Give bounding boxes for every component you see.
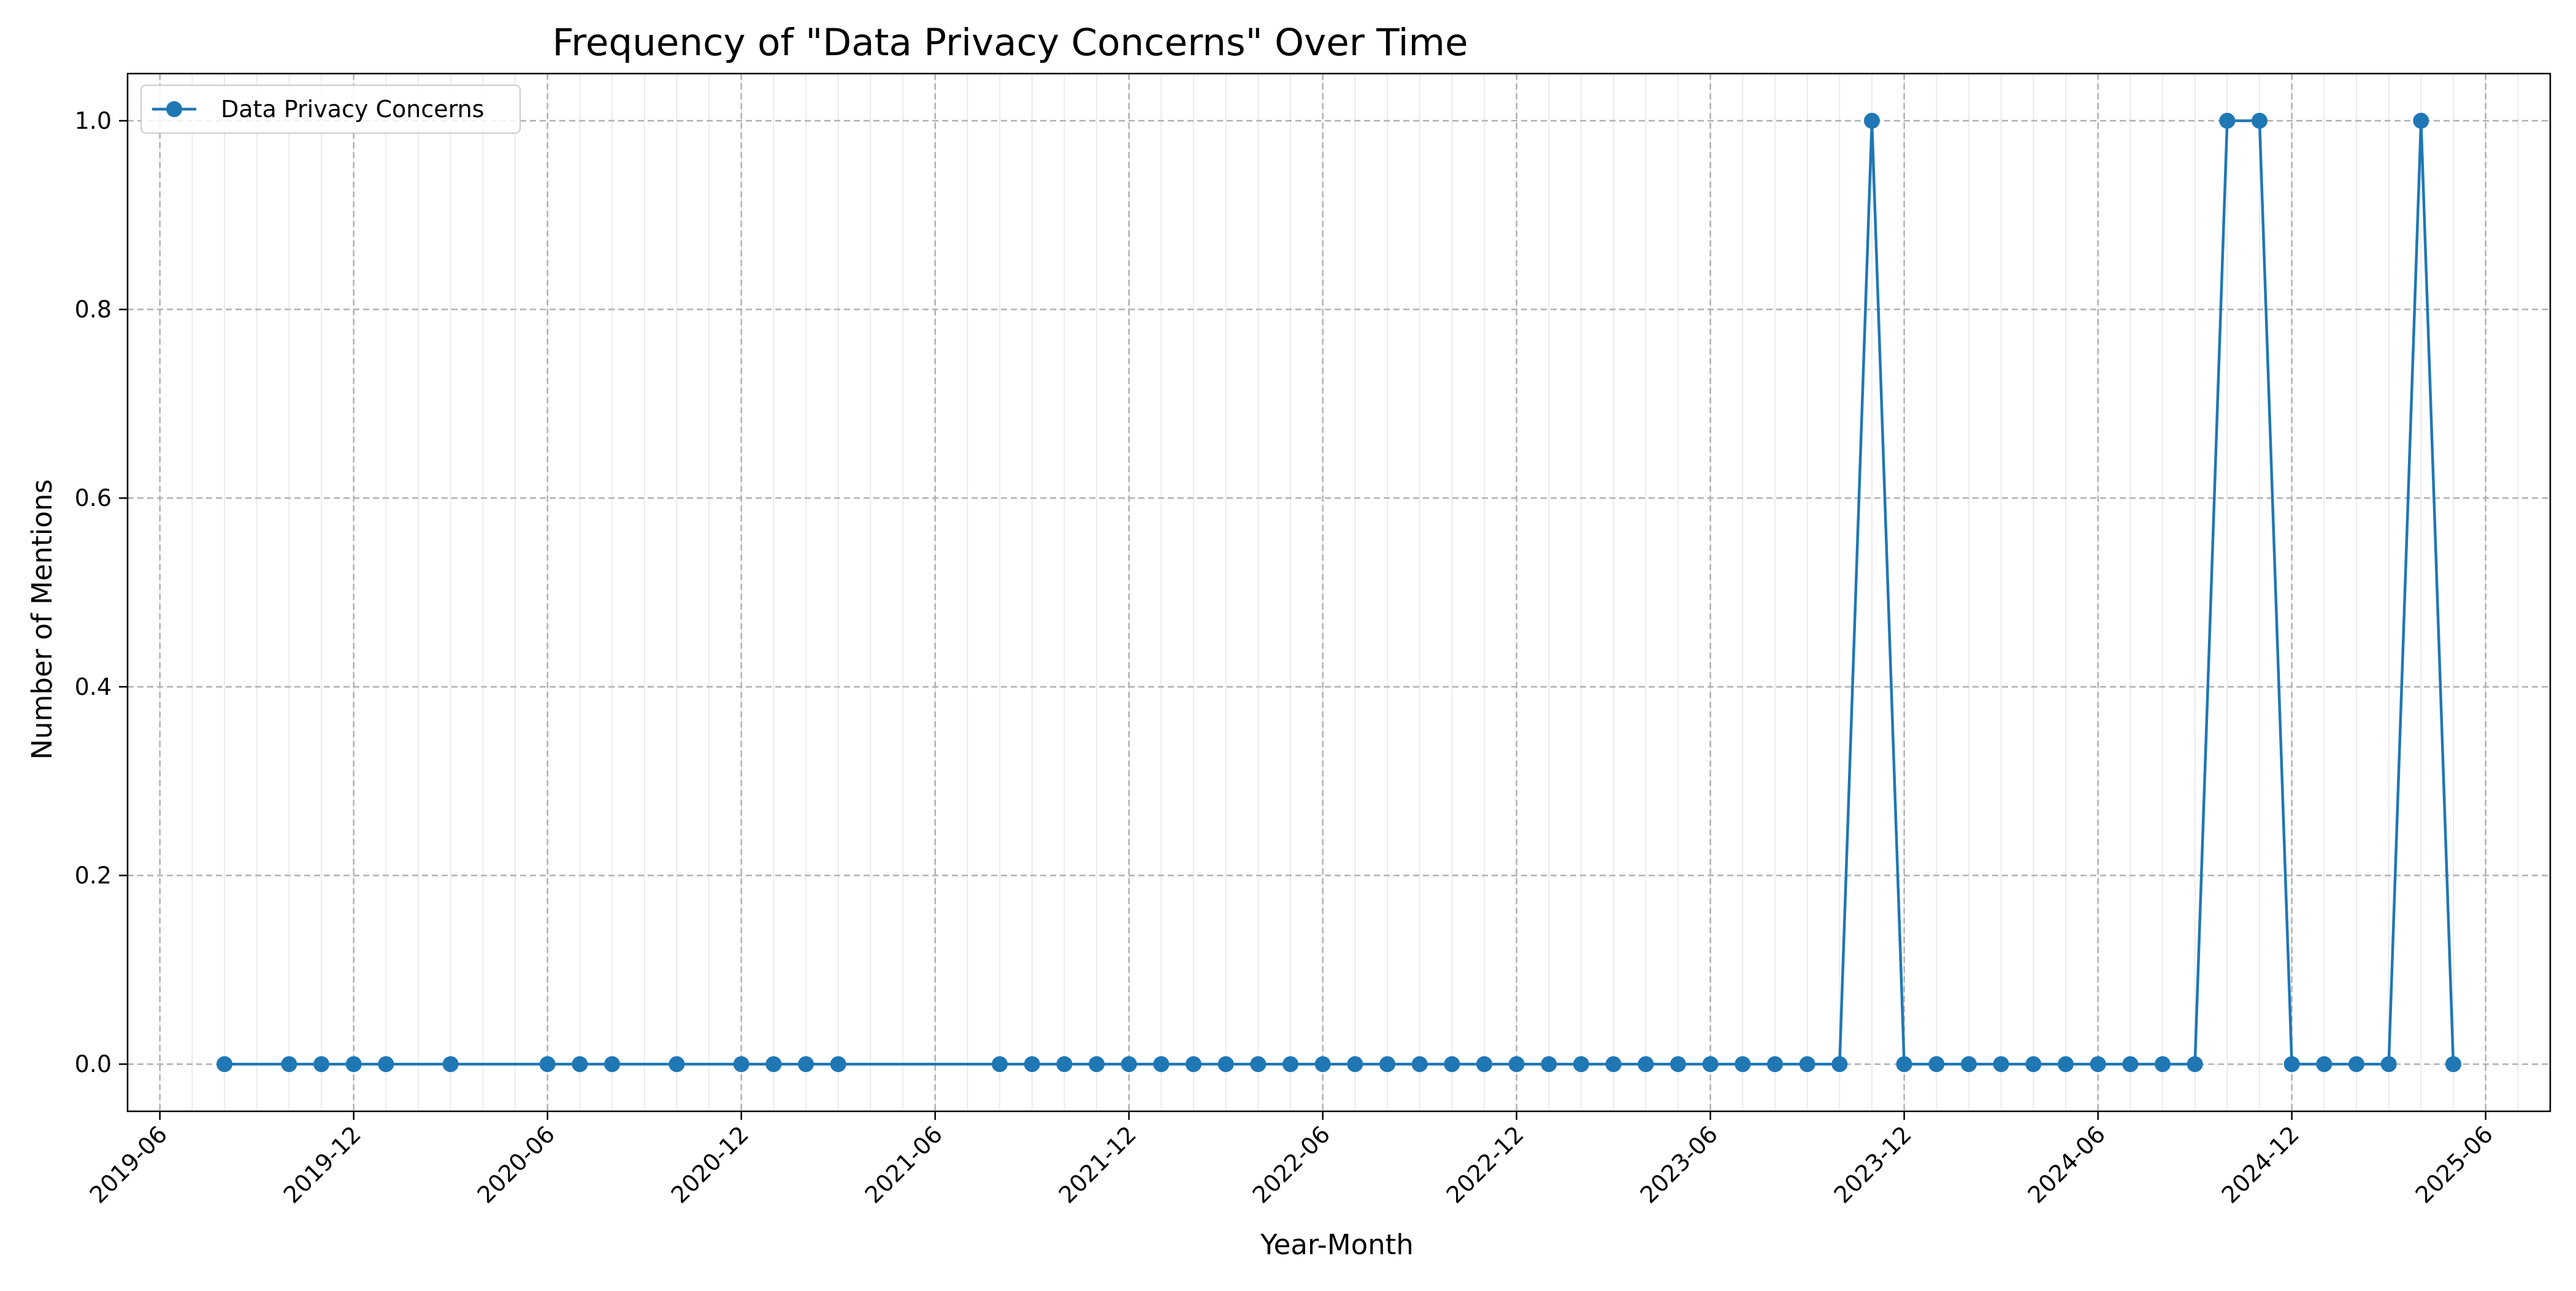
data-point (539, 1056, 556, 1073)
data-point (1961, 1056, 1977, 1073)
y-tick-label: 0.0 (75, 1051, 112, 1078)
legend: Data Privacy Concerns (140, 85, 521, 134)
data-point (1541, 1056, 1557, 1073)
chart-title: Frequency of "Data Privacy Concerns" Ove… (553, 21, 1468, 64)
data-point (1282, 1056, 1298, 1073)
data-point (2252, 112, 2267, 129)
data-point (1864, 112, 1880, 129)
y-axis-ticks: 0.0 0.2 0.4 0.6 0.8 1.0 (75, 107, 128, 1078)
data-point (1153, 1056, 1170, 1073)
data-point (1638, 1056, 1654, 1073)
data-point (2058, 1056, 2074, 1073)
data-point (1508, 1056, 1525, 1073)
data-point (1056, 1056, 1073, 1073)
data-point (669, 1056, 685, 1073)
data-point (1735, 1056, 1751, 1073)
y-tick-label: 0.4 (75, 673, 112, 700)
y-tick-label: 1.0 (75, 107, 112, 134)
data-point (2090, 1056, 2106, 1073)
data-point (2348, 1056, 2364, 1073)
data-point (1831, 1056, 1848, 1073)
data-point (313, 1056, 329, 1073)
data-point (1186, 1056, 1202, 1073)
data-point (992, 1056, 1008, 1073)
data-point (1379, 1056, 1395, 1073)
data-point (1670, 1056, 1686, 1073)
data-point (2187, 1056, 2203, 1073)
data-point (1896, 1056, 1912, 1073)
data-point (1767, 1056, 1783, 1073)
data-point (217, 1056, 232, 1073)
data-point (2413, 112, 2429, 129)
data-point (1573, 1056, 1589, 1073)
data-point (2445, 1056, 2461, 1073)
data-point (2380, 1056, 2397, 1073)
data-point (2025, 1056, 2042, 1073)
data-point (1250, 1056, 1267, 1073)
data-point (1024, 1056, 1040, 1073)
x-axis-label: Year-Month (1260, 1228, 1414, 1261)
legend-marker-swatch (166, 101, 182, 117)
data-point (1314, 1056, 1331, 1073)
data-point (1476, 1056, 1492, 1073)
data-point (604, 1056, 620, 1073)
data-point (2122, 1056, 2139, 1073)
data-point (2219, 112, 2236, 129)
data-point (798, 1056, 814, 1073)
data-point (1411, 1056, 1428, 1073)
data-point (1702, 1056, 1719, 1073)
data-point (765, 1056, 782, 1073)
y-tick-label: 0.8 (75, 296, 112, 323)
data-point (1217, 1056, 1234, 1073)
y-tick-label: 0.2 (75, 862, 112, 889)
data-point (1444, 1056, 1460, 1073)
data-point (281, 1056, 297, 1073)
data-point (1089, 1056, 1105, 1073)
data-point (733, 1056, 749, 1073)
legend-box (140, 85, 521, 134)
data-point (378, 1056, 394, 1073)
y-axis-label: Number of Mentions (26, 479, 58, 759)
data-point (2155, 1056, 2171, 1073)
data-point (1928, 1056, 1945, 1073)
data-point (1799, 1056, 1815, 1073)
data-point (1605, 1056, 1622, 1073)
series-layer (217, 112, 2461, 1073)
plot-frame (126, 72, 2551, 1113)
data-point (830, 1056, 846, 1073)
data-point (2283, 1056, 2300, 1073)
data-point (2316, 1056, 2333, 1073)
data-point (1121, 1056, 1137, 1073)
data-point (345, 1056, 362, 1073)
data-point (572, 1056, 588, 1073)
data-point (442, 1056, 459, 1073)
data-point (1993, 1056, 2009, 1073)
y-tick-label: 0.6 (75, 485, 112, 511)
data-point (1347, 1056, 1363, 1073)
legend-label: Data Privacy Concerns (221, 96, 484, 123)
